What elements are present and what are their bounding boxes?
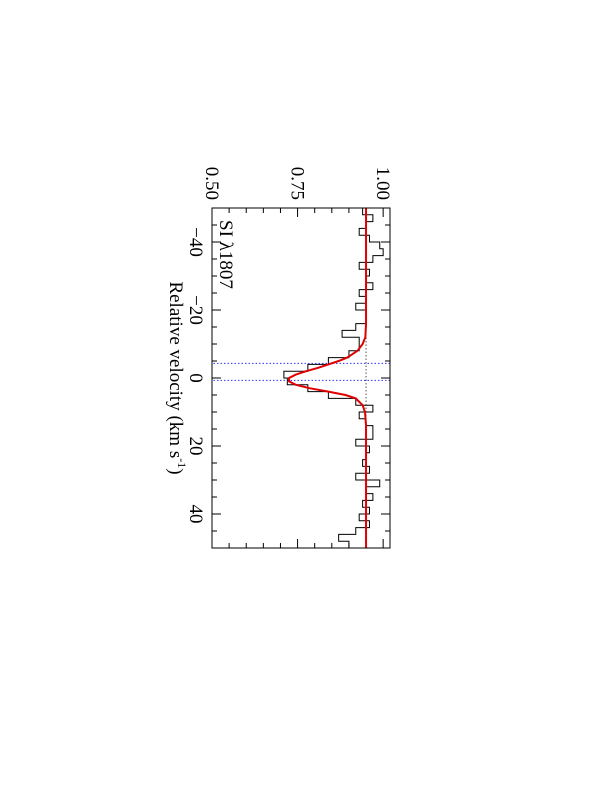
component-lines (212, 362, 390, 381)
plot-frame (211, 207, 391, 549)
x-axis-label-superscript: -1 (175, 458, 189, 468)
tick-marks (211, 208, 390, 548)
x-tick-labels: −40 −20 0 20 40 (185, 227, 206, 523)
y-tick-labels: 0.50 0.75 1.00 (201, 167, 393, 200)
x-axis-label-close: ) (165, 468, 186, 474)
y-tick-label: 0.50 (201, 167, 222, 200)
x-tick-label: −40 (185, 227, 206, 257)
data-histogram (283, 208, 384, 549)
y-tick-label: 1.00 (372, 167, 393, 200)
x-tick-label: −20 (185, 295, 206, 325)
x-tick-label: 40 (185, 505, 206, 524)
y-tick-label: 0.75 (287, 167, 308, 200)
annotation-label: SI λ1807 (215, 220, 236, 289)
rotated-chart-group: −40 −20 0 20 40 0.50 0.75 1.00 SI λ1807 Relati… (165, 167, 393, 549)
x-tick-label: 0 (185, 373, 206, 383)
x-axis-label-main: Relative velocity (km s (165, 281, 186, 458)
fit-curve (288, 208, 368, 548)
minor-tick-marks (212, 207, 390, 549)
x-tick-label: 20 (185, 437, 206, 456)
x-axis-label: Relative velocity (km s-1) (165, 281, 189, 474)
